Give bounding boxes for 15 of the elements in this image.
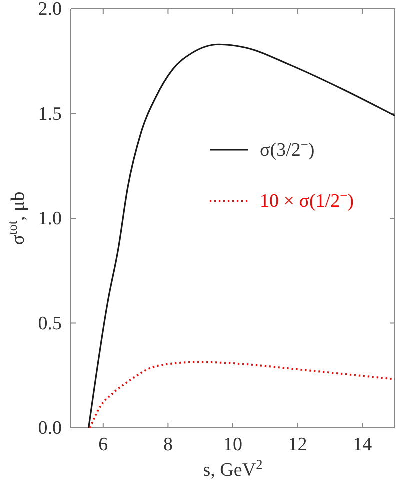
line-series [88, 44, 396, 429]
x-tick-label: 14 [353, 434, 373, 456]
y-tick-label: 0.5 [38, 313, 62, 334]
x-tick-label: 10 [224, 434, 242, 456]
y-tick-label: 2.0 [38, 0, 62, 20]
y-tick-label: 0.0 [38, 418, 62, 440]
x-tick-label: 12 [288, 434, 308, 456]
legend-label: σ(3/2$^{−}$) [260, 136, 315, 161]
legend-label: 10 × σ(1/2$^{−}$) [260, 188, 354, 212]
x-tick-label: 8 [163, 434, 173, 456]
x-tick-label: 6 [98, 434, 108, 456]
y-tick-label: 1.5 [38, 104, 62, 125]
line-series [89, 361, 396, 429]
y-tick-label: 1.0 [38, 208, 62, 230]
x-axis-title: s, GeV$^{2}$ [203, 456, 263, 481]
